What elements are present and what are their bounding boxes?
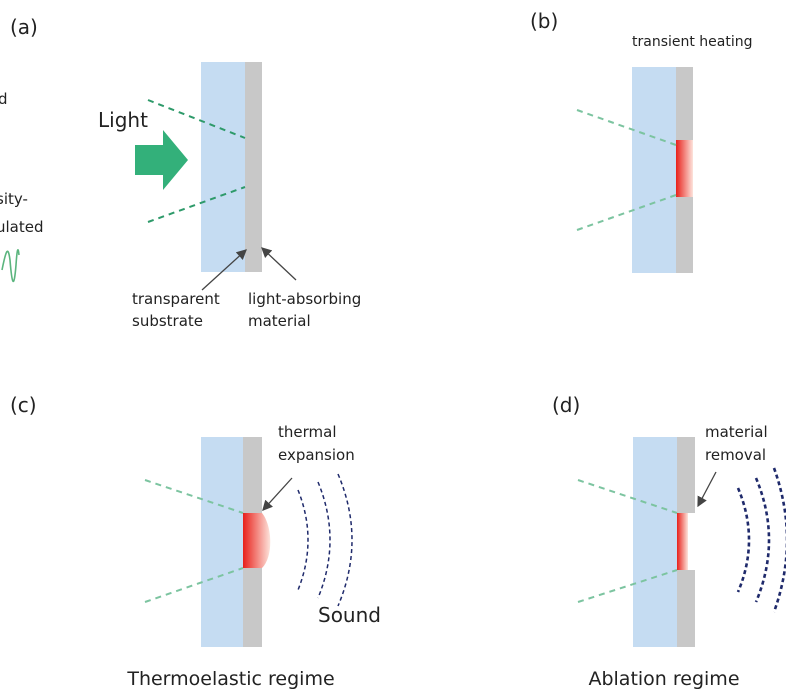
- panel-d: (d) material removal Ablation regime: [552, 393, 786, 690]
- sound-wave: [756, 478, 769, 602]
- substrate: [632, 67, 676, 273]
- wave-signal: [2, 250, 19, 282]
- light-label: Light: [98, 108, 148, 132]
- callout: transient heating: [632, 34, 753, 50]
- heated-zone: [676, 140, 693, 197]
- panel-label: (a): [10, 15, 38, 39]
- absorber: [677, 570, 695, 647]
- light-arrow: [135, 130, 188, 190]
- callout: expansion: [278, 446, 355, 464]
- callout: removal: [705, 446, 766, 464]
- sound-label: Sound: [318, 603, 381, 627]
- heated-zone: [677, 513, 688, 570]
- caption: Thermoelastic regime: [126, 668, 334, 690]
- callout: transparent: [132, 290, 220, 308]
- sound-wave: [338, 474, 352, 606]
- absorber: [676, 67, 693, 140]
- pointer: [263, 478, 292, 510]
- sound-wave: [738, 488, 749, 592]
- panel-a: (a) d sity- ulated Light transparent sub…: [0, 15, 361, 330]
- callout: thermal: [278, 423, 337, 441]
- side-text: ulated: [0, 218, 44, 236]
- substrate: [201, 62, 245, 272]
- pointer: [262, 248, 296, 280]
- callout: material: [705, 423, 768, 441]
- substrate: [201, 437, 243, 647]
- side-text: d: [0, 90, 8, 108]
- sound-wave: [774, 468, 786, 612]
- sound-wave: [298, 490, 308, 590]
- heated-zone: [243, 513, 270, 568]
- callout: light-absorbing: [248, 290, 361, 308]
- callout: material: [248, 312, 311, 330]
- panel-label: (d): [552, 393, 580, 417]
- pointer: [698, 472, 716, 506]
- caption: Ablation regime: [588, 668, 739, 690]
- side-text: sity-: [0, 190, 28, 208]
- absorber: [245, 62, 262, 272]
- panel-b: (b) transient heating: [530, 9, 753, 273]
- panel-c: (c) thermal expansion Sound Thermoelasti…: [10, 393, 381, 690]
- sound-wave: [318, 482, 330, 598]
- absorber: [677, 437, 695, 513]
- absorber: [676, 197, 693, 273]
- substrate: [633, 437, 677, 647]
- diagram: (a) d sity- ulated Light transparent sub…: [0, 0, 786, 693]
- panel-label: (c): [10, 393, 37, 417]
- panel-label: (b): [530, 9, 558, 33]
- callout: substrate: [132, 312, 203, 330]
